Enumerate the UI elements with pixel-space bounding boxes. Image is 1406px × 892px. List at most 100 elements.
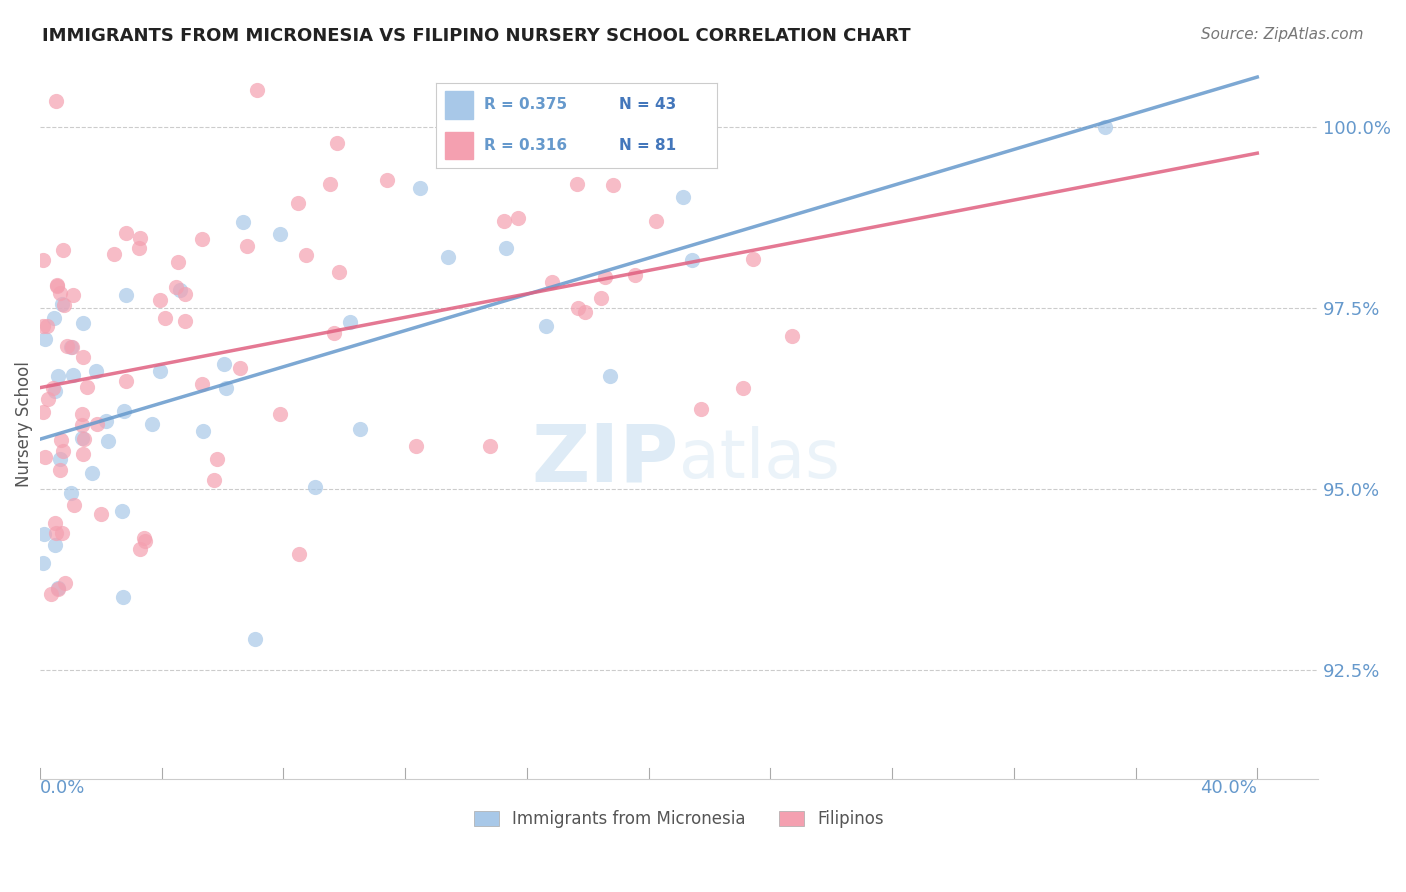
Point: [52, 243, 75, 257]
Point: [246, 83, 269, 97]
Point: [112, 590, 135, 604]
Point: [90, 507, 112, 521]
Point: [34, 332, 56, 346]
Point: [80, 466, 103, 480]
Point: [492, 213, 515, 227]
Point: [56, 339, 79, 353]
Point: [339, 315, 361, 329]
Text: atlas: atlas: [679, 426, 839, 492]
Point: [46, 369, 69, 384]
Point: [49, 433, 72, 447]
Point: [326, 136, 349, 150]
Point: [644, 214, 666, 228]
Point: [49, 286, 72, 301]
Point: [780, 329, 803, 343]
Point: [86, 417, 108, 431]
Point: [128, 241, 150, 255]
Point: [228, 360, 250, 375]
Point: [72, 447, 94, 461]
Y-axis label: Nursery School: Nursery School: [15, 360, 32, 487]
Point: [84, 364, 107, 378]
Point: [134, 533, 156, 548]
Point: [39, 587, 62, 601]
Point: [62, 368, 84, 383]
Point: [205, 451, 228, 466]
Point: [72, 350, 94, 364]
Point: [41, 381, 63, 395]
Point: [32, 405, 55, 419]
Point: [733, 381, 755, 395]
Point: [304, 480, 326, 494]
Point: [149, 293, 172, 307]
Text: 0.0%: 0.0%: [39, 779, 86, 797]
Point: [73, 432, 96, 446]
Point: [599, 369, 621, 384]
Point: [437, 251, 460, 265]
Point: [593, 270, 616, 285]
Point: [1094, 120, 1116, 134]
Point: [245, 632, 267, 647]
Point: [377, 173, 399, 187]
Point: [479, 439, 502, 453]
Point: [409, 180, 432, 194]
Text: ZIP: ZIP: [531, 420, 679, 499]
Point: [34, 450, 56, 465]
Point: [288, 547, 311, 561]
Point: [129, 542, 152, 557]
Point: [165, 280, 187, 294]
Point: [60, 340, 83, 354]
Point: [45, 278, 67, 293]
Point: [508, 211, 530, 225]
Point: [44, 538, 66, 552]
Point: [565, 177, 588, 191]
Point: [70, 431, 93, 445]
Text: Source: ZipAtlas.com: Source: ZipAtlas.com: [1201, 27, 1364, 42]
Point: [112, 403, 135, 417]
Text: 40.0%: 40.0%: [1201, 779, 1257, 797]
Point: [32, 556, 55, 570]
Point: [173, 314, 195, 328]
Point: [269, 407, 291, 421]
Point: [287, 196, 309, 211]
Point: [76, 380, 98, 394]
Point: [319, 177, 342, 191]
Point: [574, 305, 596, 319]
Point: [94, 414, 117, 428]
Point: [540, 275, 562, 289]
Point: [166, 254, 188, 268]
Point: [45, 526, 67, 541]
Point: [32, 253, 55, 268]
Point: [35, 318, 58, 333]
Point: [567, 301, 589, 315]
Point: [323, 326, 346, 340]
Point: [169, 284, 191, 298]
Point: [103, 247, 125, 261]
Point: [52, 443, 75, 458]
Point: [294, 248, 316, 262]
Point: [51, 526, 73, 541]
Point: [202, 473, 225, 487]
Point: [44, 384, 66, 399]
Point: [114, 226, 136, 240]
Point: [49, 451, 72, 466]
Point: [591, 291, 613, 305]
Point: [62, 288, 84, 302]
Point: [42, 310, 65, 325]
Point: [236, 239, 259, 253]
Point: [70, 407, 93, 421]
Point: [141, 417, 163, 431]
Point: [52, 298, 75, 312]
Point: [63, 498, 86, 512]
Point: [111, 504, 134, 518]
Point: [153, 310, 176, 325]
Point: [689, 402, 711, 417]
Point: [72, 317, 94, 331]
Point: [37, 392, 59, 406]
Point: [741, 252, 763, 266]
Point: [51, 296, 73, 310]
Point: [45, 94, 67, 108]
Point: [129, 231, 152, 245]
Point: [46, 278, 69, 293]
Point: [115, 287, 138, 301]
Point: [44, 516, 66, 530]
